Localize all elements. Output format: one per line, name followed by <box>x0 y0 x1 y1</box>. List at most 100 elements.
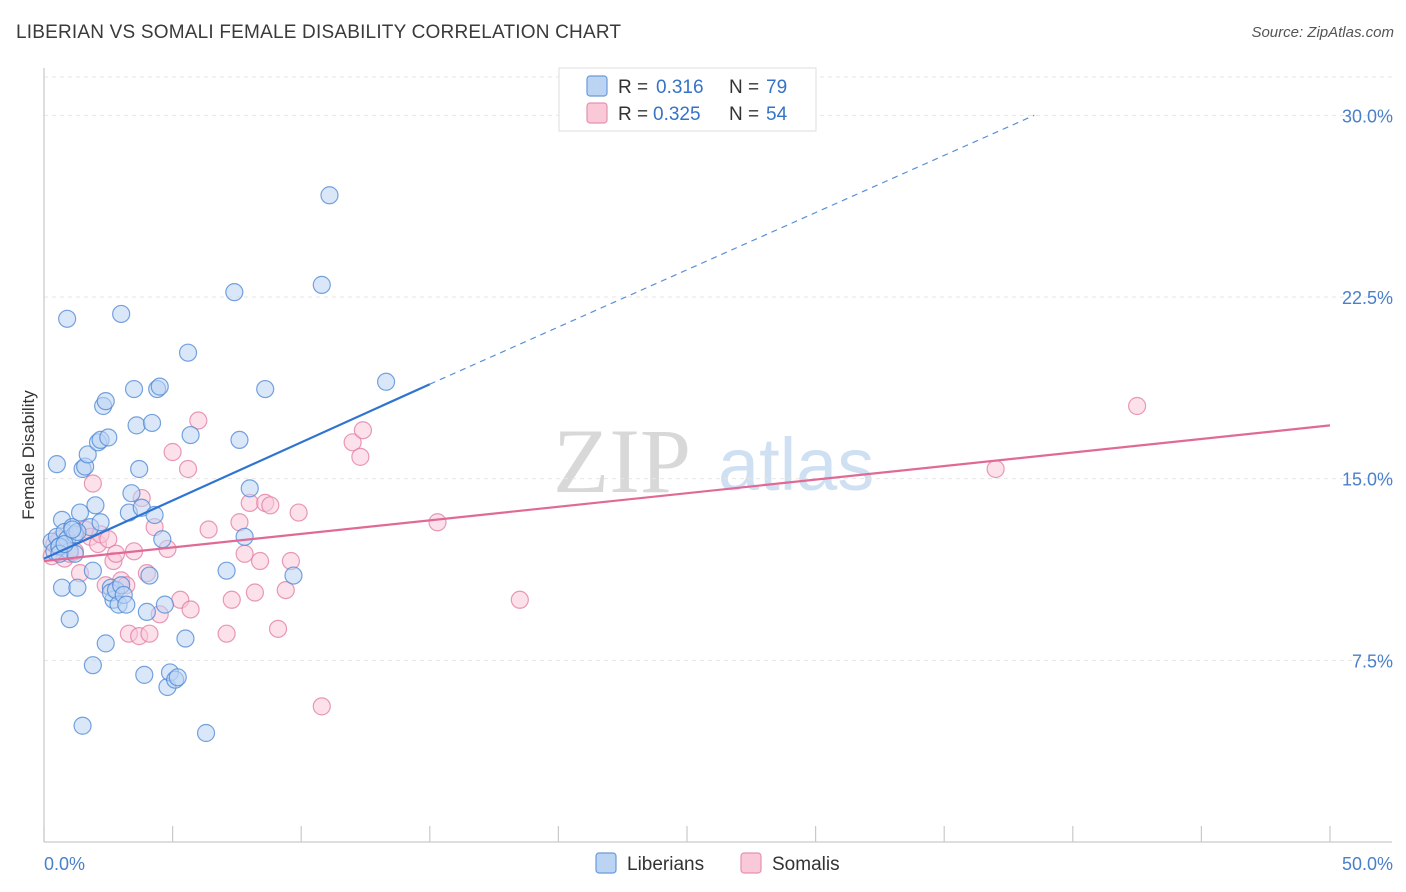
data-point-somalis <box>351 447 370 466</box>
data-point-liberians <box>176 629 195 648</box>
data-point-liberians <box>137 602 156 621</box>
legend-box: R = 0.316 N = 79 R = 0.325 N = 54 <box>558 67 817 132</box>
data-point-somalis <box>353 421 373 440</box>
data-point-somalis <box>250 551 270 571</box>
data-point-liberians <box>140 566 159 585</box>
trend-line-liberians <box>43 383 431 560</box>
gridlines <box>44 76 1392 661</box>
data-point-somalis <box>222 590 241 609</box>
data-point-somalis <box>199 520 218 539</box>
axes <box>43 68 1392 843</box>
data-point-liberians <box>217 561 236 580</box>
data-point-liberians <box>225 283 244 302</box>
y-axis-title: Female Disability <box>19 390 38 520</box>
data-point-somalis <box>276 580 295 600</box>
data-point-somalis <box>268 619 288 638</box>
data-point-somalis <box>181 600 200 619</box>
data-point-liberians <box>112 304 131 324</box>
data-point-liberians <box>130 459 149 479</box>
data-point-liberians <box>91 513 110 532</box>
y-tick-label: 15.0% <box>1342 470 1393 490</box>
data-point-liberians <box>168 668 187 687</box>
bottom-legend-label-liberians: Liberians <box>627 854 704 875</box>
data-point-liberians <box>83 656 102 675</box>
data-point-liberians <box>135 665 154 684</box>
data-point-liberians <box>284 566 303 585</box>
data-point-somalis <box>986 459 1005 479</box>
data-point-somalis <box>189 411 208 430</box>
data-point-liberians <box>99 428 118 447</box>
data-point-somalis <box>312 697 331 716</box>
data-point-liberians <box>240 479 259 498</box>
data-point-liberians <box>181 425 200 445</box>
data-point-liberians <box>127 416 146 435</box>
x-ticks <box>43 826 1331 842</box>
legend-r-label-liberians: R = <box>618 77 648 98</box>
source-label: Source: ZipAtlas.com <box>1251 24 1394 41</box>
legend-n-label-somalis: N = <box>729 104 759 125</box>
data-point-somalis <box>428 513 447 532</box>
data-point-liberians <box>86 496 105 515</box>
data-point-somalis <box>83 474 102 493</box>
data-point-somalis <box>217 624 236 643</box>
legend-r-label-somalis: R = <box>618 104 648 125</box>
data-point-somalis <box>178 459 198 479</box>
data-point-liberians <box>235 527 254 546</box>
legend-swatch-liberians <box>586 75 608 97</box>
trend-line-somalis <box>43 424 1331 563</box>
data-point-liberians <box>196 723 216 743</box>
watermark-zip: ZIP <box>553 410 691 512</box>
legend-r-value-somalis: 0.325 <box>653 104 701 125</box>
data-point-somalis <box>140 624 159 643</box>
y-tick-labels: 7.5% 15.0% 22.5% 30.0% <box>1342 106 1393 671</box>
data-point-liberians <box>58 309 77 328</box>
data-point-liberians <box>153 530 172 549</box>
y-tick-label: 30.0% <box>1342 106 1393 126</box>
legend-n-label-liberians: N = <box>729 77 759 98</box>
data-point-liberians <box>312 275 331 294</box>
data-point-somalis <box>1127 396 1147 416</box>
legend-n-value-liberians: 79 <box>766 77 787 98</box>
data-point-liberians <box>320 186 339 205</box>
data-point-liberians <box>96 634 115 653</box>
data-point-somalis <box>343 433 362 452</box>
series-liberians <box>42 186 396 743</box>
chart-title: LIBERIAN VS SOMALI FEMALE DISABILITY COR… <box>16 22 622 43</box>
data-point-liberians <box>52 578 72 597</box>
data-point-liberians <box>256 379 275 399</box>
bottom-legend: Liberians Somalis <box>595 852 840 875</box>
data-point-liberians <box>96 392 115 411</box>
bottom-legend-swatch-somalis <box>740 852 762 874</box>
data-point-liberians <box>60 610 79 629</box>
data-point-liberians <box>150 377 169 396</box>
data-point-liberians <box>68 578 87 597</box>
data-point-somalis <box>235 544 254 563</box>
data-point-liberians <box>83 561 102 580</box>
legend-n-value-somalis: 54 <box>766 104 788 125</box>
data-point-liberians <box>155 595 174 614</box>
watermark-atlas: atlas <box>718 423 874 506</box>
data-point-liberians <box>230 430 249 450</box>
legend-r-value-liberians: 0.316 <box>656 77 704 98</box>
data-point-liberians <box>78 445 97 464</box>
y-tick-label: 22.5% <box>1342 288 1393 308</box>
data-point-liberians <box>178 343 198 362</box>
bottom-legend-label-somalis: Somalis <box>772 854 840 875</box>
data-point-liberians <box>70 503 90 522</box>
data-point-liberians <box>47 455 66 474</box>
x-tick-label-min: 0.0% <box>44 854 85 874</box>
data-point-liberians <box>63 520 82 539</box>
data-point-somalis <box>510 590 529 609</box>
data-point-liberians <box>124 379 144 399</box>
y-tick-label: 7.5% <box>1352 651 1393 671</box>
legend-swatch-somalis <box>586 102 608 124</box>
data-point-liberians <box>376 372 396 391</box>
data-point-liberians <box>73 716 92 735</box>
trend-extension-liberians <box>429 114 1035 385</box>
data-point-somalis <box>289 503 308 522</box>
data-point-somalis <box>245 583 265 602</box>
data-point-liberians <box>117 595 136 614</box>
bottom-legend-swatch-liberians <box>595 852 617 874</box>
trend-lines <box>43 114 1331 563</box>
